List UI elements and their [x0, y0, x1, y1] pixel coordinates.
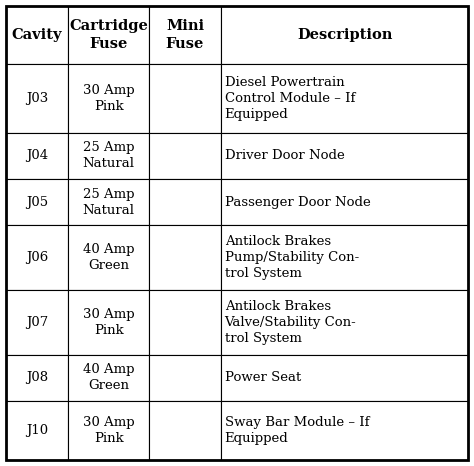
Text: Mini
Fuse: Mini Fuse: [166, 19, 204, 51]
Text: Antilock Brakes
Pump/Stability Con-
trol System: Antilock Brakes Pump/Stability Con- trol…: [225, 235, 359, 280]
Text: 25 Amp
Natural: 25 Amp Natural: [82, 188, 135, 217]
Text: J08: J08: [26, 371, 48, 384]
Bar: [149, 6, 221, 64]
Bar: [6, 6, 68, 64]
Text: Antilock Brakes
Valve/Stability Con-
trol System: Antilock Brakes Valve/Stability Con- tro…: [225, 300, 356, 345]
Text: 30 Amp
Pink: 30 Amp Pink: [83, 84, 135, 113]
Bar: [6, 179, 68, 225]
Bar: [6, 355, 68, 401]
Bar: [68, 133, 149, 179]
Text: 30 Amp
Pink: 30 Amp Pink: [83, 416, 135, 445]
Bar: [149, 355, 221, 401]
Text: 40 Amp
Green: 40 Amp Green: [83, 363, 134, 392]
Bar: [149, 64, 221, 133]
Bar: [6, 401, 68, 460]
Bar: [68, 401, 149, 460]
Bar: [221, 133, 468, 179]
Text: Power Seat: Power Seat: [225, 371, 301, 384]
Text: J05: J05: [26, 196, 48, 209]
Bar: [221, 64, 468, 133]
Bar: [221, 6, 468, 64]
Bar: [149, 179, 221, 225]
Text: Driver Door Node: Driver Door Node: [225, 150, 344, 163]
Bar: [68, 64, 149, 133]
Bar: [221, 290, 468, 355]
Bar: [149, 401, 221, 460]
Bar: [6, 225, 68, 290]
Bar: [68, 225, 149, 290]
Text: J03: J03: [26, 92, 48, 105]
Text: Passenger Door Node: Passenger Door Node: [225, 196, 370, 209]
Bar: [68, 6, 149, 64]
Text: 40 Amp
Green: 40 Amp Green: [83, 243, 134, 272]
Bar: [6, 290, 68, 355]
Text: 30 Amp
Pink: 30 Amp Pink: [83, 308, 135, 337]
Text: J06: J06: [26, 251, 48, 264]
Text: 25 Amp
Natural: 25 Amp Natural: [82, 142, 135, 171]
Bar: [6, 64, 68, 133]
Text: Sway Bar Module – If
Equipped: Sway Bar Module – If Equipped: [225, 416, 369, 445]
Bar: [68, 179, 149, 225]
Text: Cavity: Cavity: [12, 28, 62, 42]
Text: Diesel Powertrain
Control Module – If
Equipped: Diesel Powertrain Control Module – If Eq…: [225, 76, 355, 121]
Bar: [221, 401, 468, 460]
Text: Description: Description: [297, 28, 392, 42]
Bar: [221, 179, 468, 225]
Bar: [149, 133, 221, 179]
Bar: [149, 225, 221, 290]
Bar: [221, 225, 468, 290]
Bar: [68, 290, 149, 355]
Text: J10: J10: [26, 424, 48, 437]
Bar: [221, 355, 468, 401]
Bar: [6, 133, 68, 179]
Text: J07: J07: [26, 316, 48, 329]
Text: J04: J04: [26, 150, 48, 163]
Bar: [68, 355, 149, 401]
Text: Cartridge
Fuse: Cartridge Fuse: [69, 19, 148, 51]
Bar: [149, 290, 221, 355]
